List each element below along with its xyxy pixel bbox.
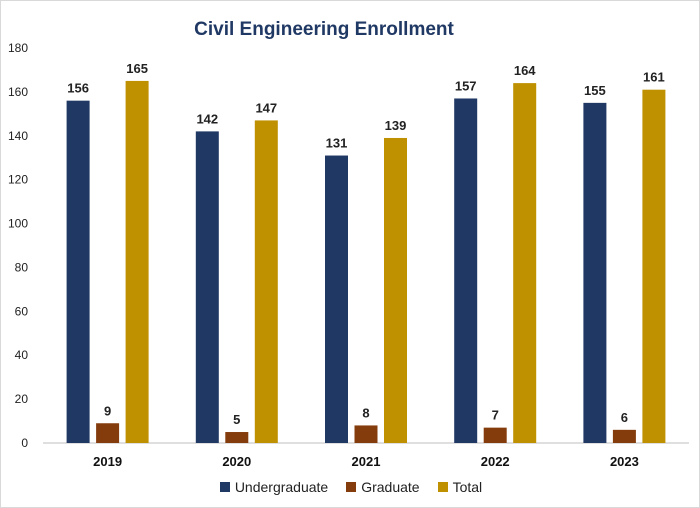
bar-graduate-2022 (483, 427, 507, 443)
legend-item-graduate: Graduate (346, 479, 420, 495)
bar-groups: 156 9 165 142 5 147 131 8 139 157 7 164 155 6 161 (66, 61, 666, 444)
legend-item-total: Total (437, 479, 483, 495)
bar-total-2023 (642, 89, 666, 443)
data-label-undergraduate-2019: 156 (67, 81, 89, 96)
bar-undergraduate-2019 (66, 100, 90, 444)
data-label-undergraduate-2020: 142 (196, 111, 218, 126)
data-label-total-2020: 147 (255, 100, 277, 115)
bar-total-2019 (125, 80, 149, 444)
legend-label: Undergraduate (234, 479, 329, 495)
bar-graduate-2020 (225, 432, 249, 443)
bar-undergraduate-2020 (195, 131, 219, 443)
data-label-graduate-2021: 8 (362, 405, 369, 420)
data-label-undergraduate-2022: 157 (455, 78, 477, 93)
x-tick-label: 2019 (93, 454, 122, 469)
chart-title: Civil Engineering Enrollment (194, 19, 454, 40)
bar-graduate-2019 (96, 423, 120, 443)
x-tick-label: 2023 (610, 454, 639, 469)
y-tick-label: 140 (8, 129, 28, 143)
y-tick-label: 60 (15, 304, 29, 318)
bar-total-2022 (513, 83, 537, 443)
data-label-graduate-2023: 6 (621, 410, 628, 425)
data-label-total-2019: 165 (126, 61, 148, 76)
bar-graduate-2021 (354, 425, 378, 443)
legend-swatch (346, 482, 357, 492)
bar-undergraduate-2022 (454, 98, 478, 443)
bar-undergraduate-2021 (325, 155, 348, 443)
legend-label: Graduate (361, 479, 420, 495)
data-label-graduate-2020: 5 (233, 412, 240, 427)
y-tick-label: 160 (8, 85, 28, 99)
y-tick-label: 180 (8, 41, 28, 55)
y-tick-label: 40 (15, 348, 29, 362)
legend-item-undergraduate: Undergraduate (219, 479, 329, 495)
y-axis: 0 20 40 60 80 100 120 140 160 180 (8, 41, 28, 450)
data-label-total-2021: 139 (385, 118, 407, 133)
y-tick-label: 120 (8, 173, 28, 187)
data-label-graduate-2022: 7 (492, 408, 499, 423)
x-axis: 2019 2020 2021 2022 2023 (93, 454, 639, 469)
bar-total-2020 (254, 120, 278, 444)
data-label-undergraduate-2021: 131 (326, 136, 348, 151)
legend: Undergraduate Graduate Total (1, 479, 699, 495)
legend-swatch (219, 482, 230, 492)
y-tick-label: 100 (8, 217, 28, 231)
x-tick-label: 2021 (352, 454, 381, 469)
x-tick-label: 2022 (481, 454, 510, 469)
bar-total-2021 (384, 137, 407, 443)
data-label-undergraduate-2023: 155 (584, 83, 606, 98)
y-tick-label: 20 (15, 392, 29, 406)
bar-graduate-2023 (612, 429, 636, 443)
data-label-total-2022: 164 (514, 63, 536, 78)
legend-swatch (437, 482, 448, 492)
data-label-graduate-2019: 9 (104, 403, 111, 418)
legend-label: Total (452, 479, 483, 495)
bar-undergraduate-2023 (583, 102, 607, 443)
x-tick-label: 2020 (222, 454, 251, 469)
data-label-total-2023: 161 (643, 70, 665, 85)
y-tick-label: 0 (21, 436, 28, 450)
y-tick-label: 80 (15, 260, 29, 274)
